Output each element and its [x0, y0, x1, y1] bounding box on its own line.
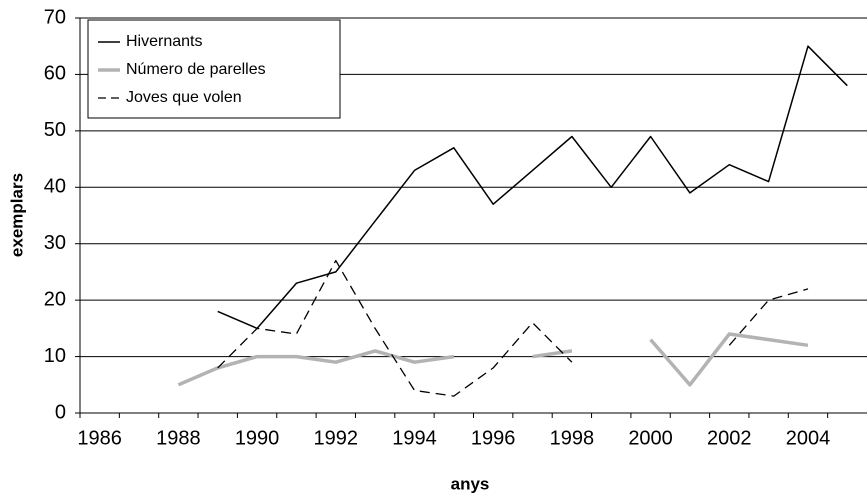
y-axis-title: exemplars	[7, 173, 26, 257]
legend-label: Hivernants	[126, 33, 202, 50]
y-tick-label: 60	[44, 63, 66, 85]
x-tick-label: 1990	[235, 427, 280, 449]
series-line	[177, 332, 809, 387]
legend: Hivernants Número de parelles Joves que vo…	[87, 19, 341, 119]
y-tick-label: 40	[44, 176, 66, 198]
legend-label: Número de parelles	[126, 61, 266, 78]
x-tick-label: 2002	[707, 427, 752, 449]
x-tick-label: 1992	[314, 427, 359, 449]
y-tick-label: 20	[44, 288, 66, 310]
series-line	[217, 259, 809, 397]
legend-label: Joves que volen	[126, 89, 242, 106]
x-tick-label: 2004	[786, 427, 831, 449]
y-tick-label: 50	[44, 119, 66, 141]
x-tick-label: 1996	[471, 427, 516, 449]
y-tick-label: 0	[55, 401, 66, 423]
legend-box	[87, 19, 341, 119]
x-tick-label: 1998	[550, 427, 595, 449]
x-tick-label: 1988	[156, 427, 201, 449]
y-tick-label: 70	[44, 6, 66, 28]
x-tick-label: 1994	[392, 427, 437, 449]
x-tick-label: 2000	[628, 427, 673, 449]
series-line	[217, 45, 848, 330]
y-tick-label: 10	[44, 345, 66, 367]
y-tick-label: 30	[44, 232, 66, 254]
x-axis-title: anys	[451, 474, 490, 493]
x-tick-label: 1986	[77, 427, 122, 449]
